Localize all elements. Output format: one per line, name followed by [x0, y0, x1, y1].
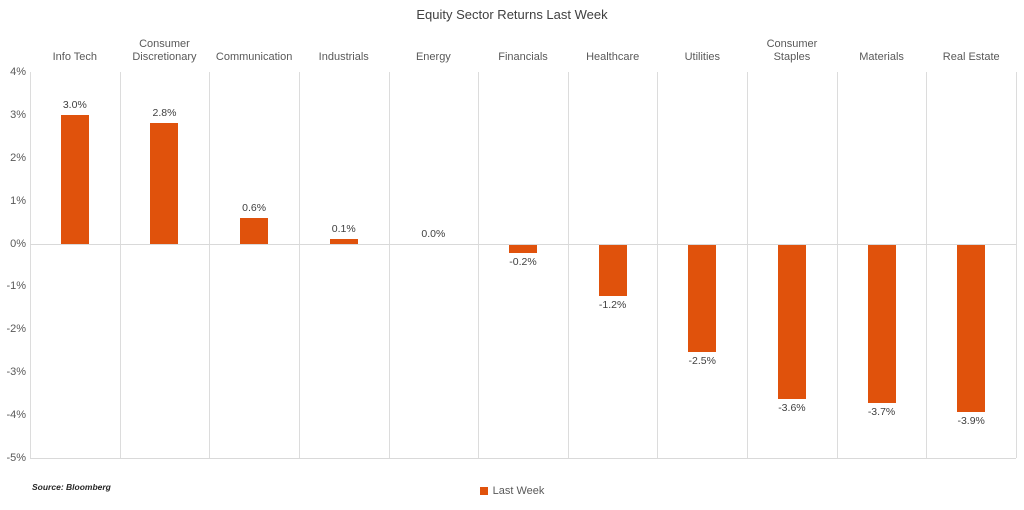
zero-axis-line [30, 243, 1016, 245]
bar [957, 244, 986, 412]
y-axis-tick-label: 3% [10, 108, 26, 121]
bar [867, 244, 896, 404]
bar [329, 239, 358, 244]
legend-label: Last Week [492, 485, 545, 497]
value-label: -3.9% [957, 414, 985, 427]
category-label: Healthcare [586, 51, 640, 63]
bottom-axis-line [30, 458, 1016, 459]
category-label: Energy [415, 51, 451, 63]
bar [688, 244, 717, 352]
y-axis-tick-label: -1% [6, 280, 26, 293]
category-label: Consumer Discretionary [132, 38, 197, 63]
value-label: 3.0% [62, 98, 87, 111]
bar [598, 244, 627, 296]
category-separator-line [747, 72, 749, 458]
category-separator-line [209, 72, 211, 458]
value-label: 0.0% [421, 227, 446, 240]
category-separator-line [298, 72, 300, 458]
legend: Last Week [0, 485, 1024, 497]
category-label: Utilities [684, 51, 721, 63]
bar [150, 123, 179, 244]
category-separator-line [926, 72, 928, 458]
value-label: -0.2% [509, 256, 537, 269]
category-label: Consumer Staples [766, 38, 818, 63]
category-separator-line [388, 72, 390, 458]
chart-title: Equity Sector Returns Last Week [416, 7, 608, 22]
category-separator-line [30, 72, 31, 458]
plot-area: 3.0% 2.8% 0.6% 0.1% 0.0% -0.2% -1.2% -2.5% -3.6%… [30, 72, 1017, 459]
category-separator-line [836, 72, 838, 458]
y-axis-tick-label: 2% [10, 151, 26, 164]
y-axis-tick-label: 0% [10, 237, 26, 250]
category-separator-line [1016, 72, 1017, 458]
legend-swatch-icon [479, 487, 488, 495]
category-label: Financials [498, 51, 548, 63]
value-label: -2.5% [688, 354, 716, 367]
y-axis-tick-label: -4% [6, 409, 26, 422]
category-label: Info Tech [52, 51, 98, 63]
y-axis-tick-label: -2% [6, 323, 26, 336]
category-label: Real Estate [942, 51, 1000, 63]
category-separator-line [567, 72, 569, 458]
bar [777, 244, 806, 399]
category-label: Communication [215, 51, 293, 63]
y-axis: 4% 3% 2% 1% 0% -1% -2% -3% -4% -5% [0, 66, 26, 464]
y-axis-tick-label: -5% [6, 452, 26, 464]
category-separator-line [119, 72, 121, 458]
category-label: Materials [859, 51, 904, 63]
bar [509, 244, 537, 254]
y-axis-tick-label: -3% [6, 366, 26, 379]
value-label: -3.7% [867, 406, 896, 419]
y-axis-tick-label: 4% [10, 66, 26, 78]
source-note: Source: Bloomberg [32, 482, 111, 492]
value-label: 2.8% [152, 107, 177, 120]
bar [60, 114, 89, 244]
category-separator-line [478, 72, 480, 458]
bar [240, 217, 269, 244]
y-axis-tick-label: 1% [10, 194, 26, 207]
category-separator-line [657, 72, 659, 458]
category-labels-row: Info Tech Consumer Discretionary Communica… [30, 26, 1016, 64]
value-label: 0.1% [331, 223, 356, 236]
category-label: Industrials [318, 51, 369, 63]
value-label: -3.6% [778, 401, 806, 414]
value-label: 0.6% [242, 201, 267, 214]
value-label: -1.2% [598, 299, 627, 312]
